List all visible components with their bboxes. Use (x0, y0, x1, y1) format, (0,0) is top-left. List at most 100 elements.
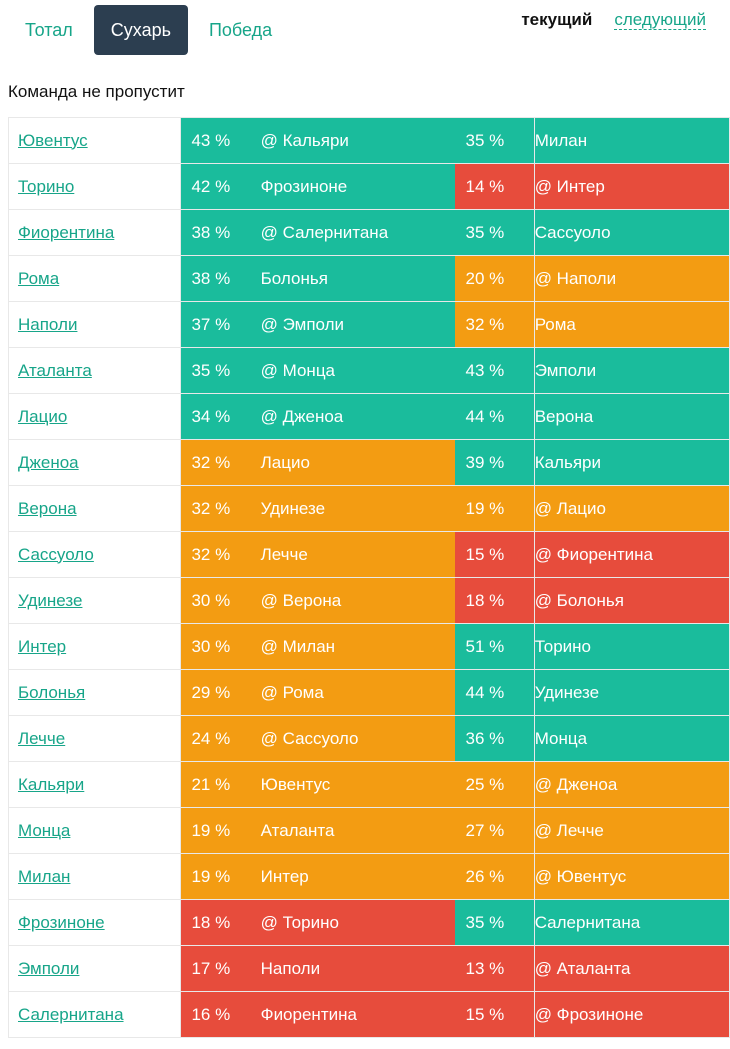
team-link[interactable]: Рома (18, 268, 60, 288)
team-link[interactable]: Фиорентина (18, 222, 115, 242)
team-link[interactable]: Аталанта (18, 360, 92, 380)
next-opponent-cell: Милан (533, 117, 730, 164)
team-link[interactable]: Верона (18, 498, 77, 518)
next-opponent-cell: Удинезе (533, 669, 730, 716)
next-opponent-cell: Эмполи (533, 347, 730, 394)
current-percent-cell: 38 % (180, 209, 261, 256)
team-link[interactable]: Фрозиноне (18, 912, 105, 932)
team-link[interactable]: Наполи (18, 314, 78, 334)
current-percent-cell: 35 % (180, 347, 261, 394)
table-row: Аталанта 35 % @ Монца 43 % Эмполи (7, 347, 730, 394)
table-row: Фрозиноне 18 % @ Торино 35 % Салернитана (7, 899, 730, 946)
next-round-link[interactable]: следующий (614, 10, 706, 30)
current-opponent-cell: Лечче (259, 531, 456, 578)
next-percent-cell: 19 % (454, 485, 535, 532)
current-opponent-cell: @ Милан (259, 623, 456, 670)
next-percent-cell: 15 % (454, 991, 535, 1038)
team-link[interactable]: Монца (18, 820, 71, 840)
next-opponent-cell: @ Фиорентина (533, 531, 730, 578)
table-row: Лацио 34 % @ Дженоа 44 % Верона (7, 393, 730, 440)
next-percent-cell: 20 % (454, 255, 535, 302)
current-opponent-cell: Фрозиноне (259, 163, 456, 210)
team-cell: Милан (7, 853, 182, 900)
next-opponent-cell: Монца (533, 715, 730, 762)
table-row: Салернитана 16 % Фиорентина 15 % @ Фрозиноне (7, 991, 730, 1038)
table-heading: Команда не пропустит (8, 82, 185, 101)
table-row: Фиорентина 38 % @ Салернитана 35 % Сассуоло (7, 209, 730, 256)
current-percent-cell: 32 % (180, 485, 261, 532)
tab-total[interactable]: Тотал (25, 20, 73, 40)
table-row: Удинезе 30 % @ Верона 18 % @ Болонья (7, 577, 730, 624)
team-cell: Интер (7, 623, 182, 670)
team-cell: Наполи (7, 301, 182, 348)
next-percent-cell: 35 % (454, 209, 535, 256)
current-percent-cell: 21 % (180, 761, 261, 808)
round-switch: текущий следующий (521, 10, 706, 30)
tab-clean-sheet[interactable]: Сухарь (93, 5, 188, 55)
table-row: Милан 19 % Интер 26 % @ Ювентус (7, 853, 730, 900)
next-percent-cell: 35 % (454, 899, 535, 946)
team-link[interactable]: Милан (18, 866, 71, 886)
team-link[interactable]: Сассуоло (18, 544, 94, 564)
current-opponent-cell: @ Сассуоло (259, 715, 456, 762)
table-row: Интер 30 % @ Милан 51 % Торино (7, 623, 730, 670)
next-opponent-cell: Верона (533, 393, 730, 440)
team-link[interactable]: Болонья (18, 682, 86, 702)
current-percent-cell: 43 % (180, 117, 261, 164)
table-row: Наполи 37 % @ Эмполи 32 % Рома (7, 301, 730, 348)
team-cell: Фрозиноне (7, 899, 182, 946)
current-percent-cell: 30 % (180, 623, 261, 670)
current-percent-cell: 18 % (180, 899, 261, 946)
current-percent-cell: 30 % (180, 577, 261, 624)
current-opponent-cell: @ Торино (259, 899, 456, 946)
table-row: Монца 19 % Аталанта 27 % @ Лечче (7, 807, 730, 854)
current-percent-cell: 34 % (180, 393, 261, 440)
team-cell: Аталанта (7, 347, 182, 394)
next-percent-cell: 25 % (454, 761, 535, 808)
current-opponent-cell: @ Верона (259, 577, 456, 624)
next-opponent-cell: Кальяри (533, 439, 730, 486)
table-row: Ювентус 43 % @ Кальяри 35 % Милан (7, 117, 730, 164)
team-link[interactable]: Эмполи (18, 958, 80, 978)
team-cell: Монца (7, 807, 182, 854)
team-cell: Лечче (7, 715, 182, 762)
tab-win[interactable]: Победа (208, 20, 273, 40)
team-link[interactable]: Ювентус (18, 130, 88, 150)
table-body: Ювентус 43 % @ Кальяри 35 % Милан Торино 42 % Ф… (7, 117, 730, 1038)
team-cell: Лацио (7, 393, 182, 440)
next-percent-cell: 39 % (454, 439, 535, 486)
next-opponent-cell: Сассуоло (533, 209, 730, 256)
team-cell: Дженоа (7, 439, 182, 486)
team-cell: Эмполи (7, 945, 182, 992)
team-link[interactable]: Салернитана (18, 1004, 124, 1024)
current-opponent-cell: Наполи (259, 945, 456, 992)
current-percent-cell: 32 % (180, 531, 261, 578)
team-link[interactable]: Лацио (18, 406, 68, 426)
next-percent-cell: 36 % (454, 715, 535, 762)
team-link[interactable]: Удинезе (18, 590, 83, 610)
current-opponent-cell: Ювентус (259, 761, 456, 808)
table-row: Эмполи 17 % Наполи 13 % @ Аталанта (7, 945, 730, 992)
team-link[interactable]: Дженоа (18, 452, 79, 472)
table-row: Торино 42 % Фрозиноне 14 % @ Интер (7, 163, 730, 210)
current-opponent-cell: Удинезе (259, 485, 456, 532)
team-cell: Болонья (7, 669, 182, 716)
current-opponent-cell: Лацио (259, 439, 456, 486)
team-link[interactable]: Кальяри (18, 774, 85, 794)
next-percent-cell: 27 % (454, 807, 535, 854)
next-opponent-cell: @ Интер (533, 163, 730, 210)
team-link[interactable]: Торино (18, 176, 75, 196)
current-percent-cell: 37 % (180, 301, 261, 348)
team-link[interactable]: Лечче (18, 728, 66, 748)
team-link[interactable]: Интер (18, 636, 67, 656)
next-opponent-cell: @ Дженоа (533, 761, 730, 808)
next-percent-cell: 14 % (454, 163, 535, 210)
table-row: Кальяри 21 % Ювентус 25 % @ Дженоа (7, 761, 730, 808)
team-cell: Рома (7, 255, 182, 302)
current-percent-cell: 17 % (180, 945, 261, 992)
current-percent-cell: 16 % (180, 991, 261, 1038)
next-opponent-cell: Салернитана (533, 899, 730, 946)
team-cell: Торино (7, 163, 182, 210)
table-row: Болонья 29 % @ Рома 44 % Удинезе (7, 669, 730, 716)
next-percent-cell: 43 % (454, 347, 535, 394)
